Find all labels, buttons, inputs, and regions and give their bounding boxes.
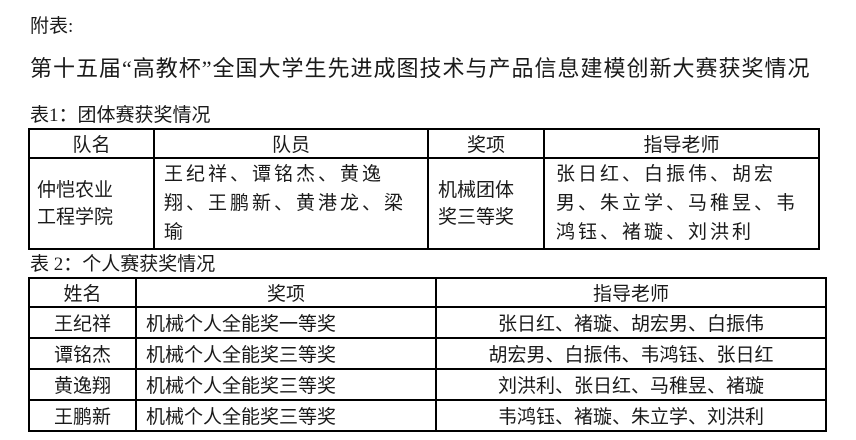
student-name-cell: 谭铭杰	[28, 337, 137, 370]
table1-header-award: 奖项	[427, 128, 545, 159]
team-name-cell: 仲恺农业 工程学院	[28, 157, 155, 250]
attachment-label: 附表:	[30, 16, 74, 37]
table2-header-row: 姓名 奖项 指导老师	[28, 277, 827, 308]
table2-header-name: 姓名	[28, 277, 137, 308]
table1-header-members: 队员	[153, 128, 429, 159]
award-cell: 机械个人全能奖一等奖	[135, 306, 437, 339]
individual-award-table: 姓名 奖项 指导老师 王纪祥 机械个人全能奖一等奖 张日红、褚璇、胡宏男、白振伟…	[28, 277, 827, 432]
table-row: 王纪祥 机械个人全能奖一等奖 张日红、褚璇、胡宏男、白振伟	[28, 306, 827, 339]
advisors-cell: 张日红、褚璇、胡宏男、白振伟	[435, 306, 827, 339]
student-name-cell: 黄逸翔	[28, 368, 137, 401]
advisors-cell: 胡宏男、白振伟、韦鸿钰、张日红	[435, 337, 827, 370]
table1-caption: 表1：团体赛获奖情况	[30, 105, 211, 126]
table1-data-row: 仲恺农业 工程学院 王纪祥、谭铭杰、黄逸 翔、王鹏新、黄港龙、梁 瑜 机械团体 …	[28, 157, 820, 250]
table-row: 王鹏新 机械个人全能奖三等奖 韦鸿钰、褚璇、朱立学、刘洪利	[28, 399, 827, 432]
document-title: 第十五届“高教杯”全国大学生先进成图技术与产品信息建模创新大赛获奖情况	[30, 56, 811, 81]
team-award-table: 队名 队员 奖项 指导老师 仲恺农业 工程学院 王纪祥、谭铭杰、黄逸 翔、王鹏新…	[28, 128, 820, 250]
table-row: 黄逸翔 机械个人全能奖三等奖 刘洪利、张日红、马稚昱、褚璇	[28, 368, 827, 401]
table2-caption: 表 2：个人赛获奖情况	[30, 254, 216, 275]
team-award-cell: 机械团体 奖三等奖	[427, 157, 545, 250]
table-row: 谭铭杰 机械个人全能奖三等奖 胡宏男、白振伟、韦鸿钰、张日红	[28, 337, 827, 370]
student-name-cell: 王鹏新	[28, 399, 137, 432]
award-cell: 机械个人全能奖三等奖	[135, 337, 437, 370]
team-members-cell: 王纪祥、谭铭杰、黄逸 翔、王鹏新、黄港龙、梁 瑜	[153, 157, 429, 250]
student-name-cell: 王纪祥	[28, 306, 137, 339]
advisors-cell: 韦鸿钰、褚璇、朱立学、刘洪利	[435, 399, 827, 432]
team-advisors-cell: 张日红、白振伟、胡宏 男、朱立学、马稚昱、韦 鸿钰、褚璇、刘洪利	[543, 157, 820, 250]
advisors-cell: 刘洪利、张日红、马稚昱、褚璇	[435, 368, 827, 401]
table2-header-advisors: 指导老师	[435, 277, 827, 308]
table1-header-team-name: 队名	[28, 128, 155, 159]
award-cell: 机械个人全能奖三等奖	[135, 368, 437, 401]
table1-header-advisors: 指导老师	[543, 128, 820, 159]
table2-header-award: 奖项	[135, 277, 437, 308]
table1-header-row: 队名 队员 奖项 指导老师	[28, 128, 820, 159]
award-cell: 机械个人全能奖三等奖	[135, 399, 437, 432]
